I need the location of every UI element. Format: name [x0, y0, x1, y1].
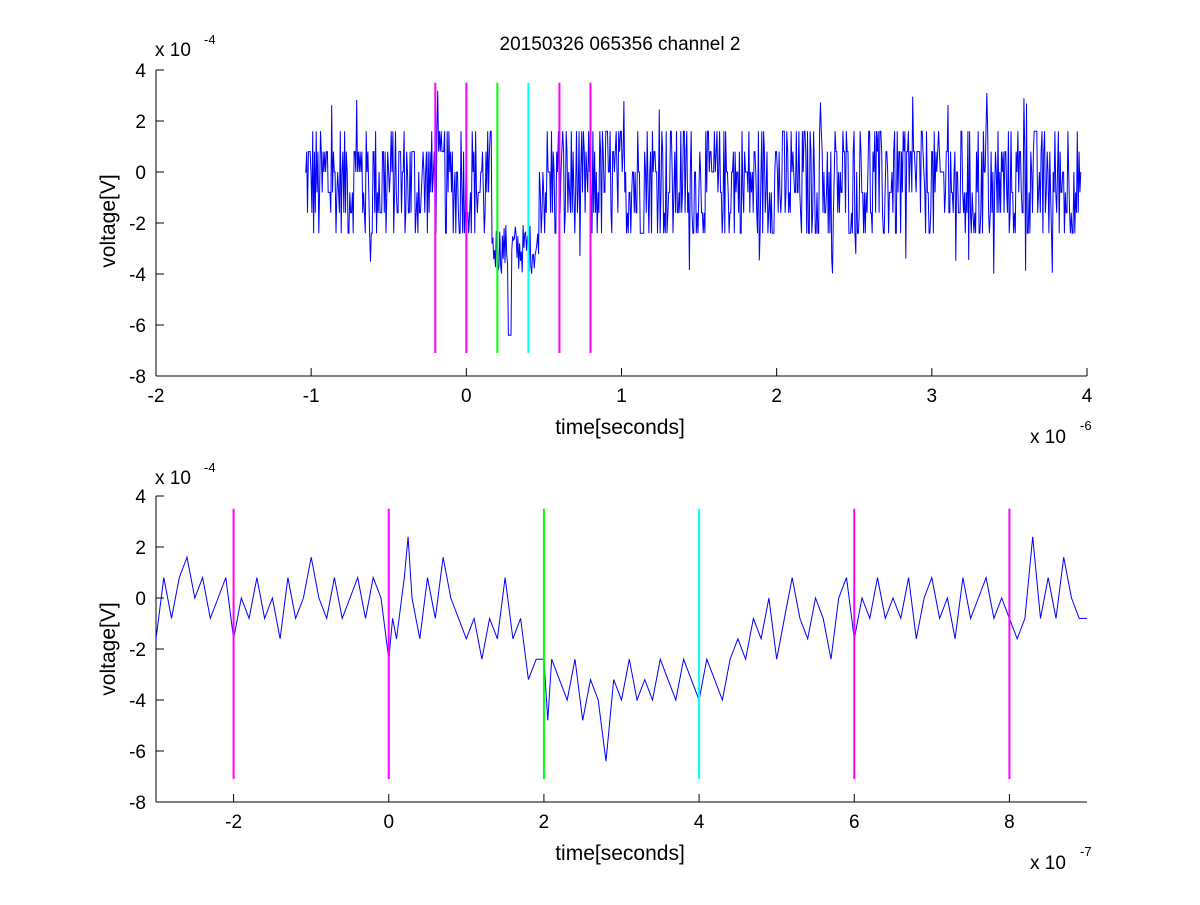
x-multiplier-exponent: -6: [1080, 418, 1092, 433]
y-tick-label: -8: [129, 367, 146, 388]
y-tick-label: 0: [135, 589, 146, 610]
x-tick-label: -2: [225, 812, 242, 833]
x-axis-label-top: time[seconds]: [555, 416, 685, 439]
y-multiplier-text: x 10: [155, 468, 191, 489]
x-tick-label: -2: [148, 386, 165, 407]
x-tick-label: 2: [539, 812, 550, 833]
x-tick-label: -1: [303, 386, 320, 407]
y-tick-label: 4: [135, 61, 146, 82]
y-tick-label: -6: [129, 316, 146, 337]
x-tick-label: 0: [383, 812, 394, 833]
y-axis-label-top: voltage[V]: [97, 174, 120, 267]
x-tick-label: 3: [927, 386, 938, 407]
y-tick-label: 2: [135, 112, 146, 133]
signal-line: [155, 536, 1087, 762]
axes-top: 20150326 065356 channel 2 time[seconds] …: [97, 32, 1093, 448]
y-tick-label: -4: [129, 691, 146, 712]
x-multiplier-bottom: x 10 -7: [1030, 844, 1092, 874]
y-multiplier-exponent: -4: [204, 460, 216, 475]
x-multiplier-exponent: -7: [1080, 844, 1092, 859]
x-tick-label: 0: [461, 386, 472, 407]
x-multiplier-text: x 10: [1030, 427, 1066, 448]
y-multiplier-exponent: -4: [204, 32, 216, 47]
x-multiplier-top: x 10 -6: [1030, 418, 1092, 448]
x-tick-label: 2: [771, 386, 782, 407]
y-tick-label: -2: [129, 640, 146, 661]
x-multiplier-text: x 10: [1030, 853, 1066, 874]
axes-bottom: time[seconds] voltage[V] x 10 -7 x 10 -4…: [97, 460, 1092, 874]
y-tick-label: 2: [135, 538, 146, 559]
x-axis-label-bottom: time[seconds]: [555, 842, 685, 865]
y-tick-label: -8: [129, 793, 146, 814]
x-tick-label: 8: [1004, 812, 1015, 833]
y-multiplier-text: x 10: [155, 40, 191, 61]
y-multiplier-bottom: x 10 -4: [155, 460, 216, 489]
signal-line: [305, 90, 1082, 336]
y-tick-label: 4: [135, 487, 146, 508]
chart-title: 20150326 065356 channel 2: [500, 34, 741, 55]
x-tick-label: 4: [694, 812, 705, 833]
x-tick-label: 6: [849, 812, 860, 833]
y-tick-label: -2: [129, 214, 146, 235]
x-tick-label: 1: [616, 386, 627, 407]
y-tick-label: -6: [129, 742, 146, 763]
y-tick-label: 0: [135, 163, 146, 184]
y-tick-label: -4: [129, 265, 146, 286]
y-axis-label-bottom: voltage[V]: [97, 602, 120, 695]
y-multiplier-top: x 10 -4: [155, 32, 216, 61]
x-tick-label: 4: [1082, 386, 1093, 407]
